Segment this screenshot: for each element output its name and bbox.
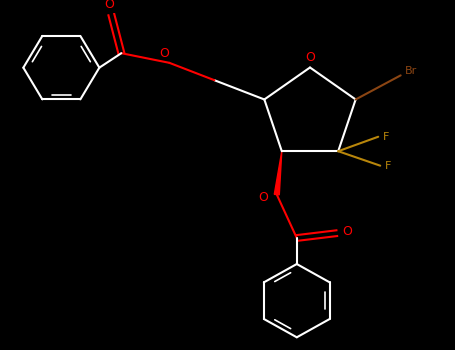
Text: F: F — [383, 132, 389, 142]
Text: O: O — [159, 47, 169, 60]
Text: Br: Br — [404, 65, 417, 76]
Text: O: O — [104, 0, 114, 12]
Text: F: F — [385, 161, 391, 171]
Text: O: O — [258, 191, 268, 204]
Text: O: O — [342, 225, 352, 238]
Text: O: O — [305, 51, 315, 64]
Polygon shape — [274, 151, 282, 195]
